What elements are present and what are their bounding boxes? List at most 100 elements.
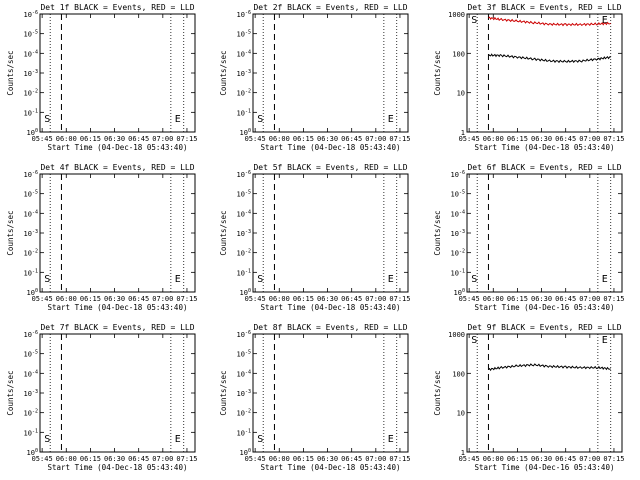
y-tick-label: 100 <box>454 288 465 297</box>
y-tick-label: 10-1 <box>24 428 38 437</box>
x-tick-label: 07:00 <box>152 135 173 143</box>
y-tick-label: 10-6 <box>237 330 251 339</box>
x-tick-label: 05:45 <box>32 455 53 463</box>
chart-title: Det 8f BLACK = Events, RED = LLD <box>253 323 407 332</box>
y-tick-label: 10-4 <box>24 49 38 58</box>
x-tick-label: 05:45 <box>32 135 53 143</box>
y-tick-label: 10-4 <box>237 209 251 218</box>
end-marker: E <box>602 274 608 285</box>
y-tick-label: 10-4 <box>24 209 38 218</box>
y-tick-label: 10-1 <box>24 268 38 277</box>
y-tick-label: 10-5 <box>237 350 251 359</box>
x-tick-label: 06:45 <box>341 455 362 463</box>
x-tick-label: 05:45 <box>459 455 480 463</box>
y-tick-label: 1000 <box>448 331 465 339</box>
x-tick-label: 07:00 <box>579 455 600 463</box>
x-tick-label: 07:15 <box>389 295 410 303</box>
y-tick-label: 10-1 <box>237 428 251 437</box>
y-tick-label: 10-1 <box>451 268 465 277</box>
x-tick-label: 05:45 <box>245 455 266 463</box>
x-tick-label: 05:45 <box>245 135 266 143</box>
chart-title: Det 2f BLACK = Events, RED = LLD <box>253 3 407 12</box>
series-line-black <box>488 363 611 372</box>
chart-title: Det 9f BLACK = Events, RED = LLD <box>467 323 621 332</box>
x-tick-label: 05:45 <box>245 295 266 303</box>
y-axis-label: Counts/sec <box>433 50 442 95</box>
chart-panel-2f: Det 2f BLACK = Events, RED = LLD 05:45 06:… <box>219 3 410 152</box>
start-marker: S <box>471 274 477 285</box>
chart-title: Det 6f BLACK = Events, RED = LLD <box>467 163 621 172</box>
end-marker: E <box>388 434 394 445</box>
x-tick-label: 06:45 <box>128 455 149 463</box>
x-tick-label: 06:30 <box>531 295 552 303</box>
y-tick-label: 10-6 <box>24 10 38 19</box>
y-tick-label: 10-1 <box>24 108 38 117</box>
x-tick-label: 07:00 <box>579 295 600 303</box>
y-tick-label: 10-3 <box>24 389 38 398</box>
y-tick-label: 10-4 <box>237 49 251 58</box>
start-marker: S <box>471 15 477 26</box>
y-tick-label: 10-5 <box>237 190 251 199</box>
x-tick-label: 07:15 <box>603 295 624 303</box>
y-tick-label: 10-5 <box>24 30 38 39</box>
plot-frame <box>466 333 623 453</box>
y-tick-label: 1 <box>461 449 465 457</box>
plot-frame <box>252 333 409 453</box>
x-tick-label: 06:45 <box>555 295 576 303</box>
y-tick-label: 100 <box>27 128 38 137</box>
y-tick-label: 100 <box>240 288 251 297</box>
x-tick-label: 06:15 <box>80 135 101 143</box>
x-tick-label: 07:15 <box>176 295 197 303</box>
x-tick-label: 06:30 <box>104 135 125 143</box>
x-tick-label: 07:15 <box>176 455 197 463</box>
y-tick-label: 10-6 <box>24 330 38 339</box>
x-tick-label: 07:15 <box>176 135 197 143</box>
y-tick-label: 10-2 <box>24 89 38 98</box>
x-axis-label: Start Time (04-Dec-18 05:43:40) <box>261 303 401 312</box>
y-tick-label: 10-4 <box>451 209 465 218</box>
y-tick-label: 1000 <box>448 11 465 19</box>
plot-frame <box>39 13 196 133</box>
x-tick-label: 06:30 <box>531 135 552 143</box>
series-line-red <box>488 16 611 27</box>
x-tick-label: 06:00 <box>483 295 504 303</box>
y-axis-label: Counts/sec <box>433 370 442 415</box>
y-tick-label: 10-3 <box>237 69 251 78</box>
y-axis-label: Counts/sec <box>433 210 442 255</box>
x-tick-label: 06:00 <box>56 135 77 143</box>
y-axis-label: Counts/sec <box>219 210 228 255</box>
x-tick-label: 06:30 <box>104 455 125 463</box>
y-tick-label: 10-3 <box>451 229 465 238</box>
x-tick-label: 07:00 <box>365 295 386 303</box>
x-tick-label: 07:00 <box>365 135 386 143</box>
plot-frame <box>466 13 623 133</box>
y-tick-label: 10-2 <box>237 249 251 258</box>
y-tick-label: 10-3 <box>24 69 38 78</box>
plot-frame <box>466 173 623 293</box>
x-axis-label: Start Time (04-Dec-16 05:43:40) <box>475 463 615 472</box>
chart-title: Det 5f BLACK = Events, RED = LLD <box>253 163 407 172</box>
x-tick-label: 06:00 <box>56 455 77 463</box>
y-tick-label: 10-2 <box>237 409 251 418</box>
x-tick-label: 05:45 <box>459 295 480 303</box>
y-tick-label: 10-3 <box>237 229 251 238</box>
x-tick-label: 06:45 <box>341 135 362 143</box>
x-axis-label: Start Time (04-Dec-18 05:43:40) <box>48 143 188 152</box>
x-tick-label: 06:00 <box>483 135 504 143</box>
chart-panel-8f: Det 8f BLACK = Events, RED = LLD 05:45 06:… <box>219 323 410 472</box>
start-marker: S <box>44 434 50 445</box>
chart-title: Det 1f BLACK = Events, RED = LLD <box>40 3 194 12</box>
x-tick-label: 06:15 <box>507 295 528 303</box>
y-tick-label: 100 <box>27 448 38 457</box>
start-marker: S <box>257 434 263 445</box>
start-marker: S <box>44 114 50 125</box>
x-tick-label: 07:00 <box>365 455 386 463</box>
end-marker: E <box>175 114 181 125</box>
x-tick-label: 07:15 <box>603 455 624 463</box>
x-tick-label: 07:00 <box>152 455 173 463</box>
y-tick-label: 10-4 <box>24 369 38 378</box>
